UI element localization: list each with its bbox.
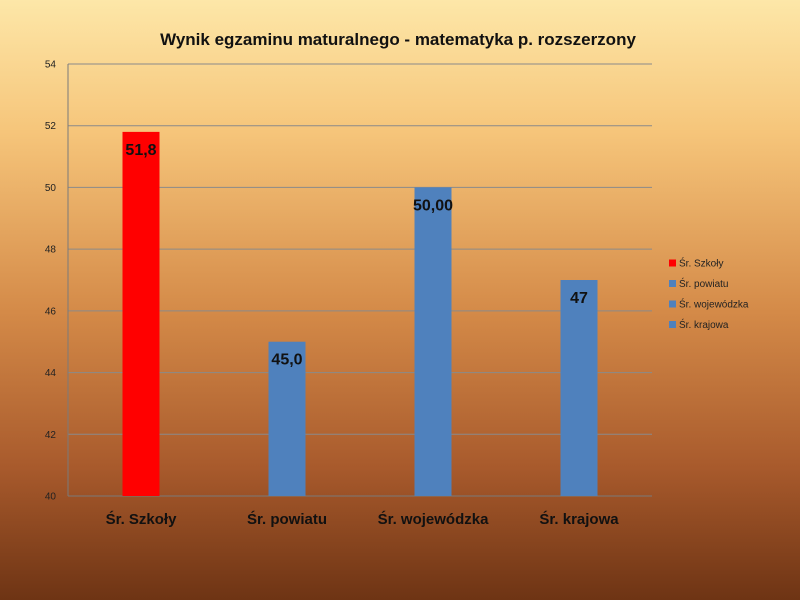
- y-tick-label: 44: [45, 368, 57, 379]
- bar-4: [560, 280, 598, 496]
- x-category-label: Śr. powiatu: [247, 510, 327, 528]
- chart-title: Wynik egzaminu maturalnego - matematyka …: [160, 30, 636, 49]
- legend-swatch: [669, 259, 676, 267]
- y-tick-label: 48: [45, 245, 57, 256]
- bar-2: [268, 341, 306, 496]
- data-label: 47: [570, 290, 588, 307]
- legend-label: Śr. krajowa: [679, 318, 729, 331]
- legend: Śr. Szkoły Śr. powiatu Śr. wojewódzka Śr. k…: [669, 257, 749, 331]
- legend-swatch: [669, 300, 676, 308]
- x-category-label: Śr. krajowa: [539, 510, 619, 528]
- y-tick-label: 52: [45, 121, 57, 132]
- gridlines: [68, 63, 652, 497]
- y-tick-label: 54: [45, 60, 57, 71]
- y-tick-label: 50: [45, 183, 57, 194]
- data-label: 51,8: [125, 142, 156, 159]
- y-tick-label: 40: [45, 492, 57, 503]
- x-category-label: Śr. wojewódzka: [378, 510, 490, 528]
- bar-3: [414, 187, 452, 496]
- bar-1: [122, 131, 160, 496]
- legend-swatch: [669, 321, 676, 328]
- data-label: 50,00: [413, 197, 453, 214]
- data-labels: 51,8 45,0 50,00 47: [125, 142, 588, 369]
- y-tick-label: 42: [45, 430, 57, 441]
- legend-label: Śr. Szkoły: [679, 257, 723, 270]
- legend-label: Śr. powiatu: [679, 277, 728, 290]
- x-category-label: Śr. Szkoły: [106, 510, 178, 528]
- bars: [122, 131, 598, 496]
- y-tick-label: 46: [45, 306, 57, 317]
- axes: 40 42 44 46 48 50 52 54 Śr. Szkoły Śr. powiatu Śr.…: [45, 60, 652, 528]
- data-label: 45,0: [271, 352, 302, 369]
- legend-label: Śr. wojewódzka: [679, 298, 749, 311]
- legend-swatch: [669, 280, 676, 287]
